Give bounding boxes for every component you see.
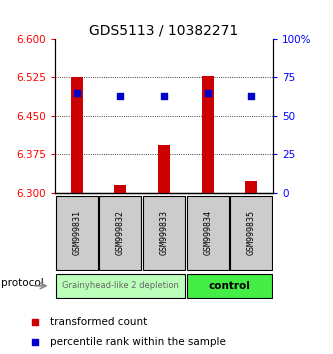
Text: transformed count: transformed count bbox=[50, 318, 148, 327]
Point bbox=[118, 93, 123, 99]
Text: GSM999835: GSM999835 bbox=[247, 210, 256, 255]
FancyBboxPatch shape bbox=[56, 196, 98, 270]
Bar bbox=[245, 181, 257, 193]
Text: GSM999833: GSM999833 bbox=[160, 210, 168, 255]
FancyBboxPatch shape bbox=[230, 196, 272, 270]
FancyBboxPatch shape bbox=[100, 196, 141, 270]
Text: GSM999832: GSM999832 bbox=[116, 210, 125, 255]
Point bbox=[248, 93, 254, 99]
FancyBboxPatch shape bbox=[143, 196, 185, 270]
Bar bbox=[71, 78, 83, 193]
FancyBboxPatch shape bbox=[187, 274, 272, 298]
FancyBboxPatch shape bbox=[187, 196, 228, 270]
Text: GSM999834: GSM999834 bbox=[203, 210, 212, 255]
Bar bbox=[158, 145, 170, 193]
Bar bbox=[201, 76, 214, 193]
Bar bbox=[114, 185, 127, 193]
Text: control: control bbox=[208, 281, 250, 291]
Point bbox=[74, 90, 80, 96]
Title: GDS5113 / 10382271: GDS5113 / 10382271 bbox=[89, 24, 239, 38]
Point bbox=[32, 339, 38, 345]
Text: percentile rank within the sample: percentile rank within the sample bbox=[50, 337, 226, 347]
Text: Grainyhead-like 2 depletion: Grainyhead-like 2 depletion bbox=[62, 281, 179, 290]
Point bbox=[205, 90, 210, 96]
FancyBboxPatch shape bbox=[56, 274, 185, 298]
Point bbox=[32, 320, 38, 325]
Text: GSM999831: GSM999831 bbox=[72, 210, 81, 255]
Text: protocol: protocol bbox=[1, 278, 44, 288]
Point bbox=[161, 93, 166, 99]
